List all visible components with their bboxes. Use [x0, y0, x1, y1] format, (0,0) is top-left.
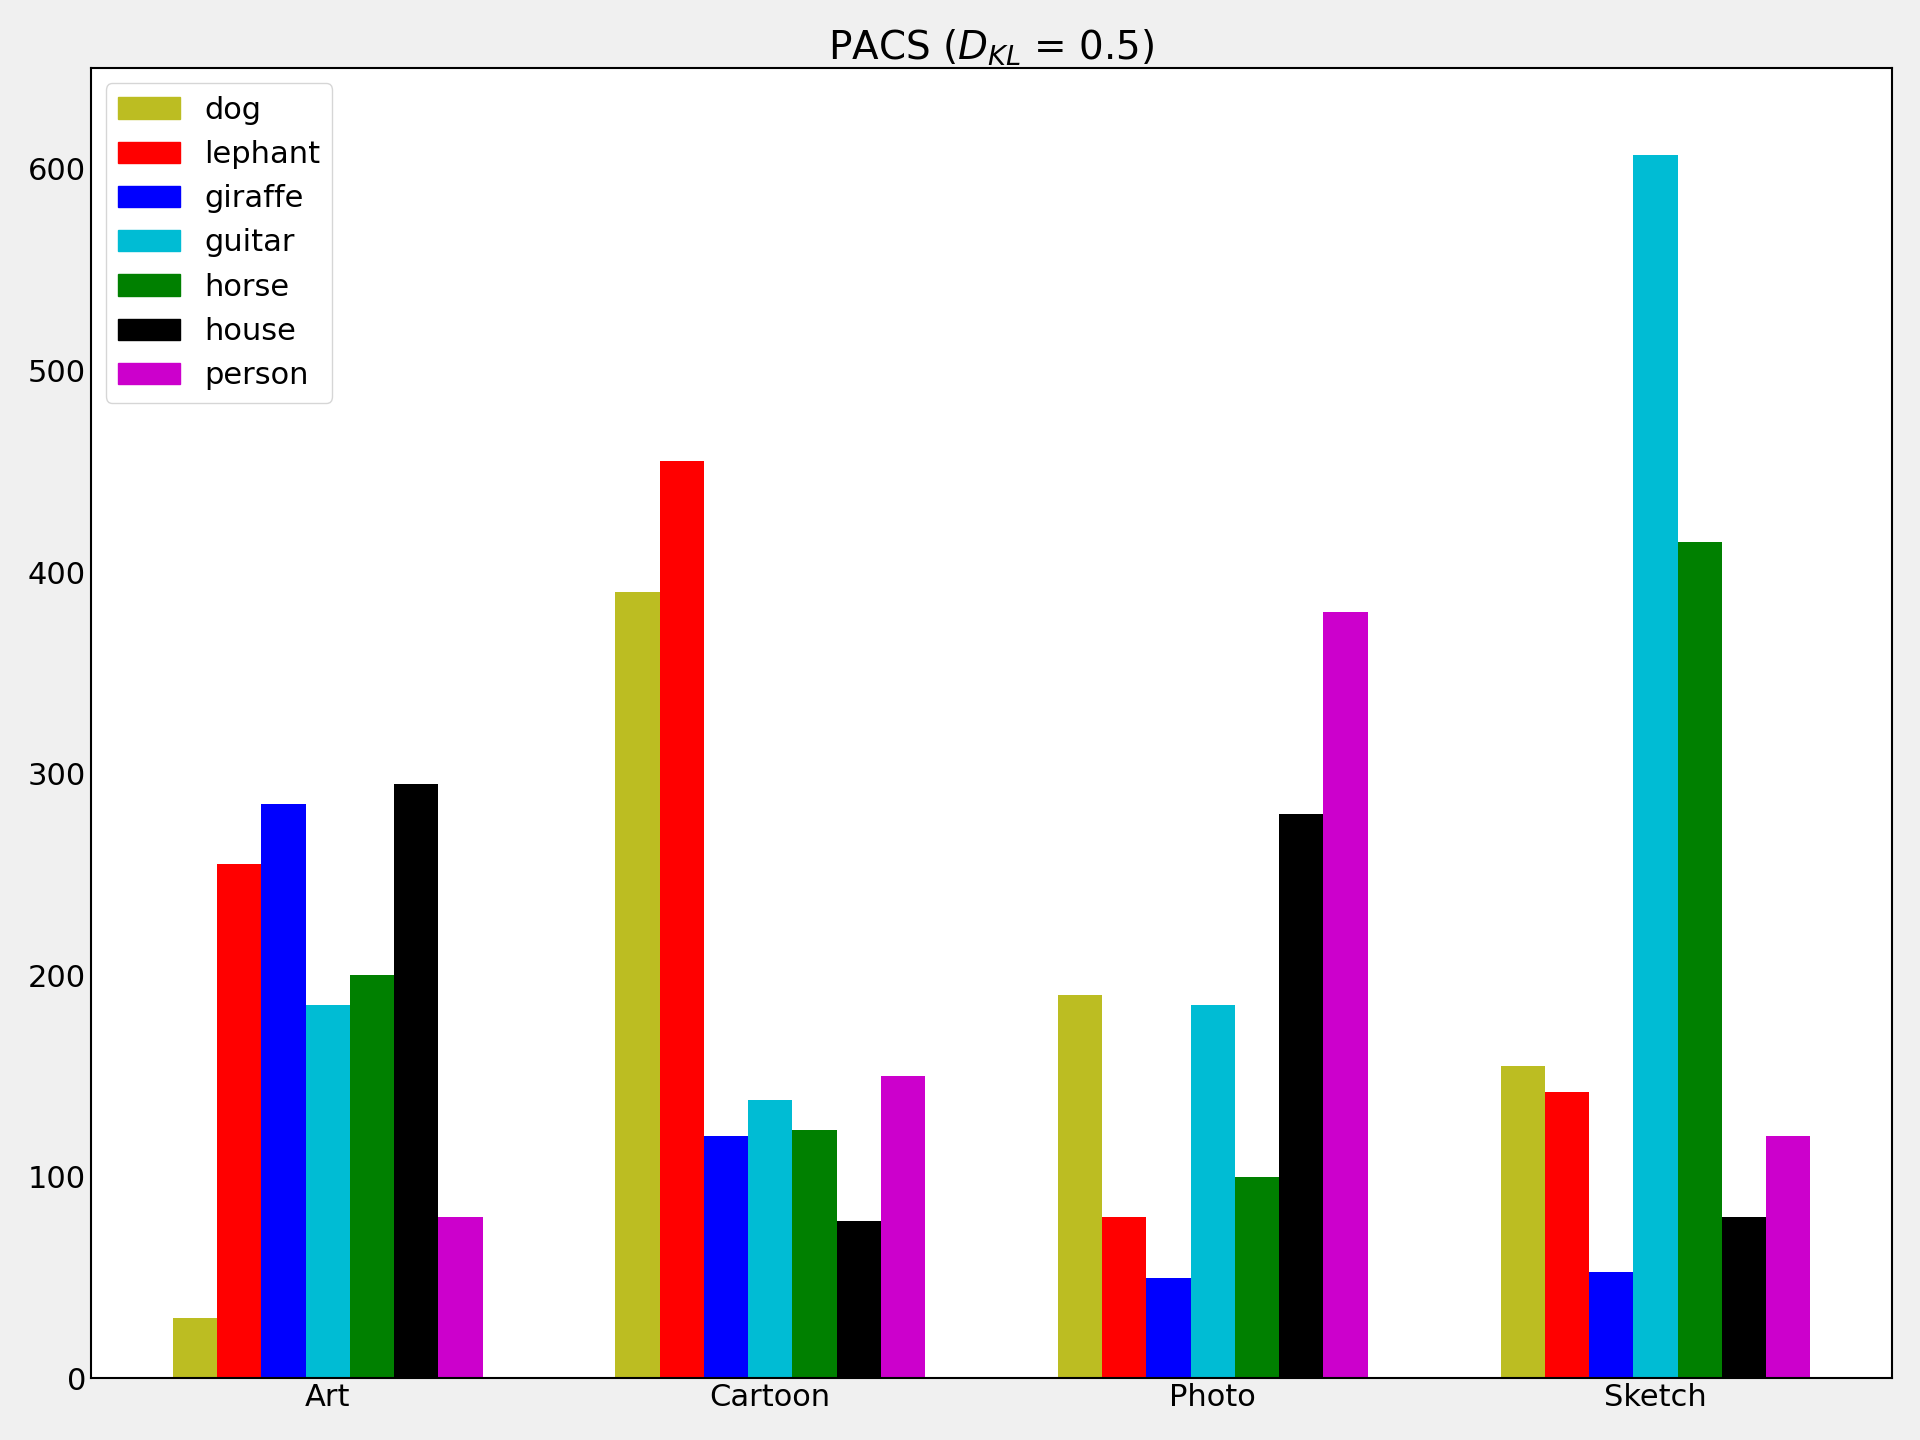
Bar: [1546, 1092, 1590, 1378]
Bar: [1590, 1272, 1634, 1378]
Bar: [1190, 1005, 1235, 1378]
Bar: [217, 864, 261, 1378]
Bar: [705, 1136, 749, 1378]
Bar: [749, 1100, 793, 1378]
Bar: [1501, 1066, 1546, 1378]
Legend: dog, lephant, giraffe, guitar, horse, house, person: dog, lephant, giraffe, guitar, horse, ho…: [106, 84, 332, 403]
Bar: [1058, 995, 1102, 1378]
Bar: [261, 804, 305, 1378]
Title: PACS ($D_{KL}$ = 0.5): PACS ($D_{KL}$ = 0.5): [828, 27, 1154, 68]
Bar: [793, 1130, 837, 1378]
Bar: [1678, 541, 1722, 1378]
Bar: [660, 461, 705, 1378]
Bar: [1146, 1277, 1190, 1378]
Bar: [614, 592, 660, 1378]
Bar: [173, 1318, 217, 1378]
Bar: [1279, 814, 1323, 1378]
Bar: [438, 1217, 482, 1378]
Bar: [349, 975, 394, 1378]
Bar: [1235, 1176, 1279, 1378]
Bar: [1323, 612, 1367, 1378]
Bar: [1766, 1136, 1811, 1378]
Bar: [1722, 1217, 1766, 1378]
Bar: [394, 783, 438, 1378]
Bar: [1102, 1217, 1146, 1378]
Bar: [837, 1221, 881, 1378]
Bar: [881, 1076, 925, 1378]
Bar: [1634, 154, 1678, 1378]
Bar: [305, 1005, 349, 1378]
